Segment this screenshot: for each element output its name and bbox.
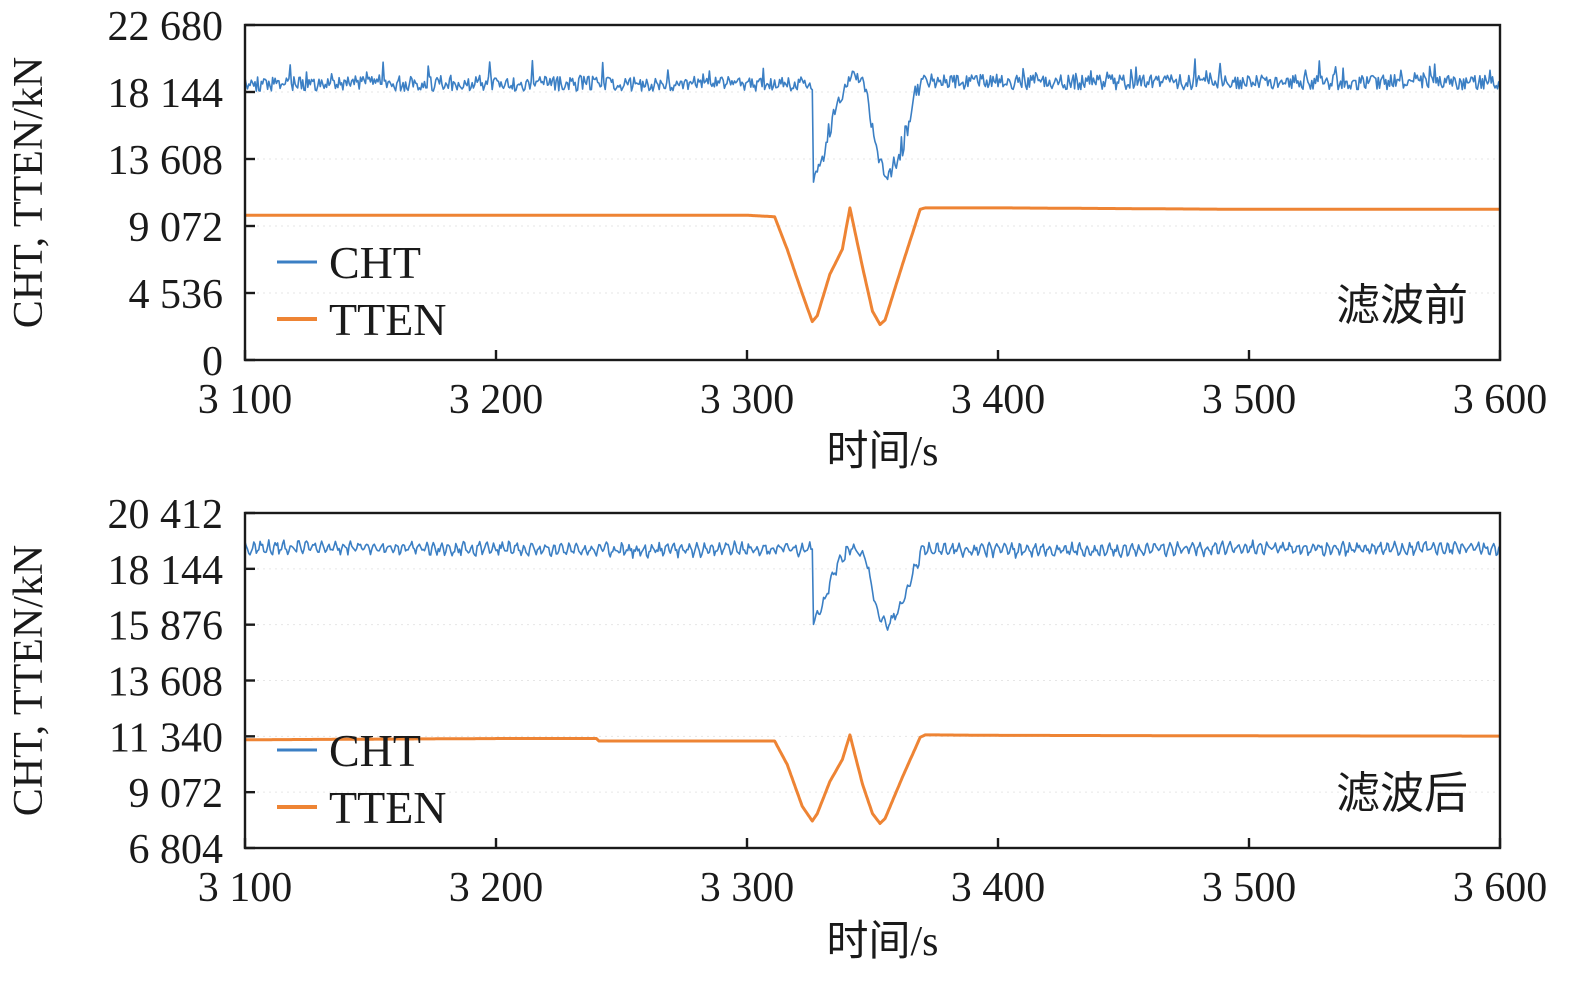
y-axis-label: CHT, TTEN/kN: [6, 545, 52, 816]
y-tick-label: 11 340: [109, 715, 223, 761]
y-tick-label: 9 072: [129, 205, 224, 251]
series-line-cht: [244, 539, 1501, 631]
y-tick-label: 20 412: [108, 492, 224, 538]
x-tick-label: 3 300: [700, 865, 795, 911]
series-line-cht: [244, 58, 1501, 183]
x-tick-label: 3 600: [1453, 377, 1548, 423]
y-tick-label: 0: [202, 339, 223, 385]
x-tick-label: 3 300: [700, 377, 795, 423]
legend-label-cht: CHT: [329, 725, 421, 776]
legend-label-tten: TTEN: [329, 782, 447, 833]
x-tick-label: 3 200: [449, 865, 544, 911]
y-tick-label: 4 536: [129, 272, 224, 318]
x-axis-label: 时间/s: [826, 429, 938, 475]
series-line-tten: [244, 733, 1501, 825]
y-tick-label: 15 876: [108, 604, 224, 650]
x-tick-label: 3 400: [951, 865, 1046, 911]
legend-label-cht: CHT: [329, 237, 421, 288]
chart-panel-1: 3 100 3 200 3 300 3 400 3 500 3 600 0 4 536 9 07…: [6, 4, 1547, 475]
x-tick-label: 3 400: [951, 377, 1046, 423]
y-tick-label: 18 144: [108, 548, 224, 594]
legend: CHT TTEN: [277, 725, 447, 833]
y-axis-label: CHT, TTEN/kN: [6, 57, 52, 328]
x-tick-label: 3 200: [449, 377, 544, 423]
y-tick-label: 22 680: [108, 4, 224, 50]
legend: CHT TTEN: [277, 237, 447, 345]
x-tick-label: 3 100: [198, 865, 293, 911]
series-group: [244, 58, 1501, 327]
y-tick-label: 9 072: [129, 771, 224, 817]
x-tick-label: 3 500: [1202, 377, 1297, 423]
panel-tag: 滤波后: [1336, 769, 1468, 818]
y-tick-label: 13 608: [108, 660, 224, 706]
x-axis-label: 时间/s: [826, 919, 938, 965]
panel-tag: 滤波前: [1336, 281, 1468, 330]
series-group: [244, 539, 1501, 825]
y-tick-label: 13 608: [108, 138, 224, 184]
x-tick-label: 3 500: [1202, 865, 1297, 911]
x-tick-label: 3 600: [1453, 865, 1548, 911]
series-line-tten: [244, 206, 1501, 327]
x-tick-label: 3 100: [198, 377, 293, 423]
chart-panel-2: 3 100 3 200 3 300 3 400 3 500 3 600 6 804 9 072…: [6, 492, 1547, 965]
legend-label-tten: TTEN: [329, 294, 447, 345]
y-tick-label: 18 144: [108, 71, 224, 117]
y-tick-label: 6 804: [129, 827, 224, 873]
plot-frame: [243, 23, 1502, 362]
